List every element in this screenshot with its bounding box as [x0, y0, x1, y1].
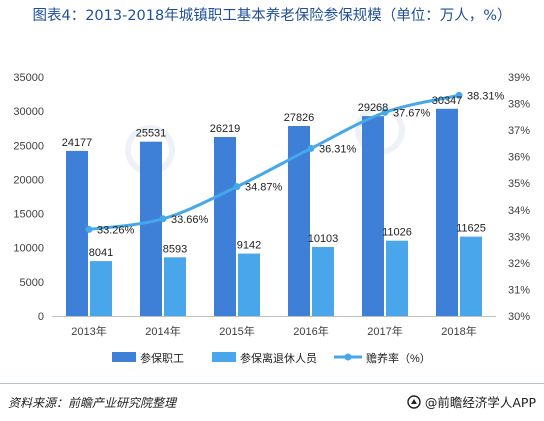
data-labels-layer: 24177 8041 25531 8593 26219 9142 27826 10103 292…	[62, 90, 505, 259]
legend-label: 赡养率（%）	[366, 351, 431, 365]
bar-value-label: 10103	[308, 233, 339, 245]
bar-value-label: 25531	[136, 128, 167, 140]
line-layer	[85, 91, 463, 233]
right-axis-tick-label: 39%	[508, 72, 530, 84]
bar-insured-retirees	[164, 257, 186, 316]
chart: 0 5000 10000 15000 20000 25000 30000 35000 30% 31…	[13, 72, 530, 365]
left-axis-tick-label: 10000	[13, 243, 44, 255]
x-axis-tick-label: 2013年	[71, 324, 106, 338]
chart-title: 图表4：2013-2018年城镇职工基本养老保险参保规模（单位：万人，%）	[32, 8, 512, 24]
bar-value-label: 29268	[358, 102, 389, 114]
bar-insured-employees	[66, 150, 88, 316]
bar-insured-employees	[214, 136, 236, 316]
bar-value-label: 9142	[237, 240, 261, 252]
x-axis-tick-label: 2018年	[441, 324, 476, 338]
x-axis-tick-label: 2017年	[367, 324, 402, 338]
dependency-ratio-point	[233, 183, 241, 191]
dependency-ratio-point	[381, 108, 389, 116]
right-axis-tick-label: 33%	[508, 231, 530, 243]
ratio-value-label: 33.66%	[171, 214, 209, 226]
legend-swatch	[112, 352, 136, 362]
bar-value-label: 24177	[62, 137, 93, 149]
dependency-ratio-point	[307, 144, 315, 152]
legend-swatch-marker	[344, 353, 352, 361]
axes-layer: 0 5000 10000 15000 20000 25000 30000 35000 30% 31…	[13, 72, 530, 338]
bar-value-label: 11026	[382, 227, 412, 239]
left-axis-tick-label: 25000	[13, 140, 44, 152]
right-axis-tick-label: 31%	[508, 284, 530, 296]
right-axis-tick-label: 30%	[508, 311, 530, 323]
right-axis-tick-label: 32%	[508, 258, 530, 270]
ratio-value-label: 33.26%	[97, 224, 135, 236]
bars-layer	[66, 108, 482, 316]
bar-value-label: 8593	[163, 243, 187, 255]
ratio-value-label: 38.31%	[467, 90, 505, 102]
bar-insured-retirees	[238, 253, 260, 316]
brand-logo-icon	[407, 394, 421, 409]
right-axis-tick-label: 36%	[508, 152, 530, 164]
source-note: 资料来源：前瞻产业研究院整理	[8, 396, 177, 410]
x-axis-tick-label: 2016年	[293, 324, 328, 338]
ratio-value-label: 34.87%	[245, 182, 283, 194]
right-axis-tick-label: 37%	[508, 125, 530, 137]
left-axis-tick-label: 15000	[13, 209, 44, 221]
left-axis-tick-label: 5000	[20, 277, 44, 289]
bar-value-label: 30347	[432, 95, 463, 107]
footer-divider	[0, 383, 544, 384]
bar-value-label: 8041	[89, 247, 113, 259]
bar-value-label: 26219	[210, 123, 241, 135]
legend-label: 参保离退休人员	[240, 351, 317, 365]
legend-label: 参保职工	[140, 351, 184, 365]
bar-insured-retirees	[90, 261, 112, 316]
dependency-ratio-point	[159, 215, 167, 223]
bar-insured-employees	[436, 108, 458, 316]
dependency-ratio-point	[85, 225, 93, 233]
bar-insured-retirees	[460, 236, 482, 316]
ratio-value-label: 36.31%	[319, 143, 357, 155]
bar-value-label: 11625	[456, 223, 486, 235]
legend-item-insured-retirees: 参保离退休人员	[212, 351, 317, 365]
legend-swatch	[212, 352, 236, 362]
left-axis-tick-label: 20000	[13, 174, 44, 186]
x-axis-tick-label: 2015年	[219, 324, 254, 338]
bar-insured-employees	[140, 141, 162, 316]
legend-item-dependency-ratio: 赡养率（%）	[334, 351, 431, 365]
bar-insured-retirees	[386, 240, 408, 316]
brand: @前瞻经济学人APP	[407, 392, 536, 411]
left-axis-tick-label: 35000	[13, 72, 44, 84]
bar-insured-employees	[362, 116, 384, 316]
bar-value-label: 27826	[284, 112, 315, 124]
legend-item-insured-employees: 参保职工	[112, 351, 184, 365]
x-axis-tick-label: 2014年	[145, 324, 180, 338]
brand-name: @前瞻经济学人APP	[424, 395, 536, 410]
right-axis-tick-label: 34%	[508, 205, 530, 217]
dependency-ratio-point	[455, 91, 463, 99]
left-axis-tick-label: 30000	[13, 106, 44, 118]
bar-insured-retirees	[312, 247, 334, 316]
left-axis-tick-label: 0	[38, 311, 44, 323]
right-axis-tick-label: 35%	[508, 178, 530, 190]
ratio-value-label: 37.67%	[393, 107, 431, 119]
right-axis-tick-label: 38%	[508, 99, 530, 111]
bar-insured-employees	[288, 125, 310, 316]
legend: 参保职工 参保离退休人员 赡养率（%）	[112, 351, 431, 365]
watermark	[125, 105, 405, 175]
